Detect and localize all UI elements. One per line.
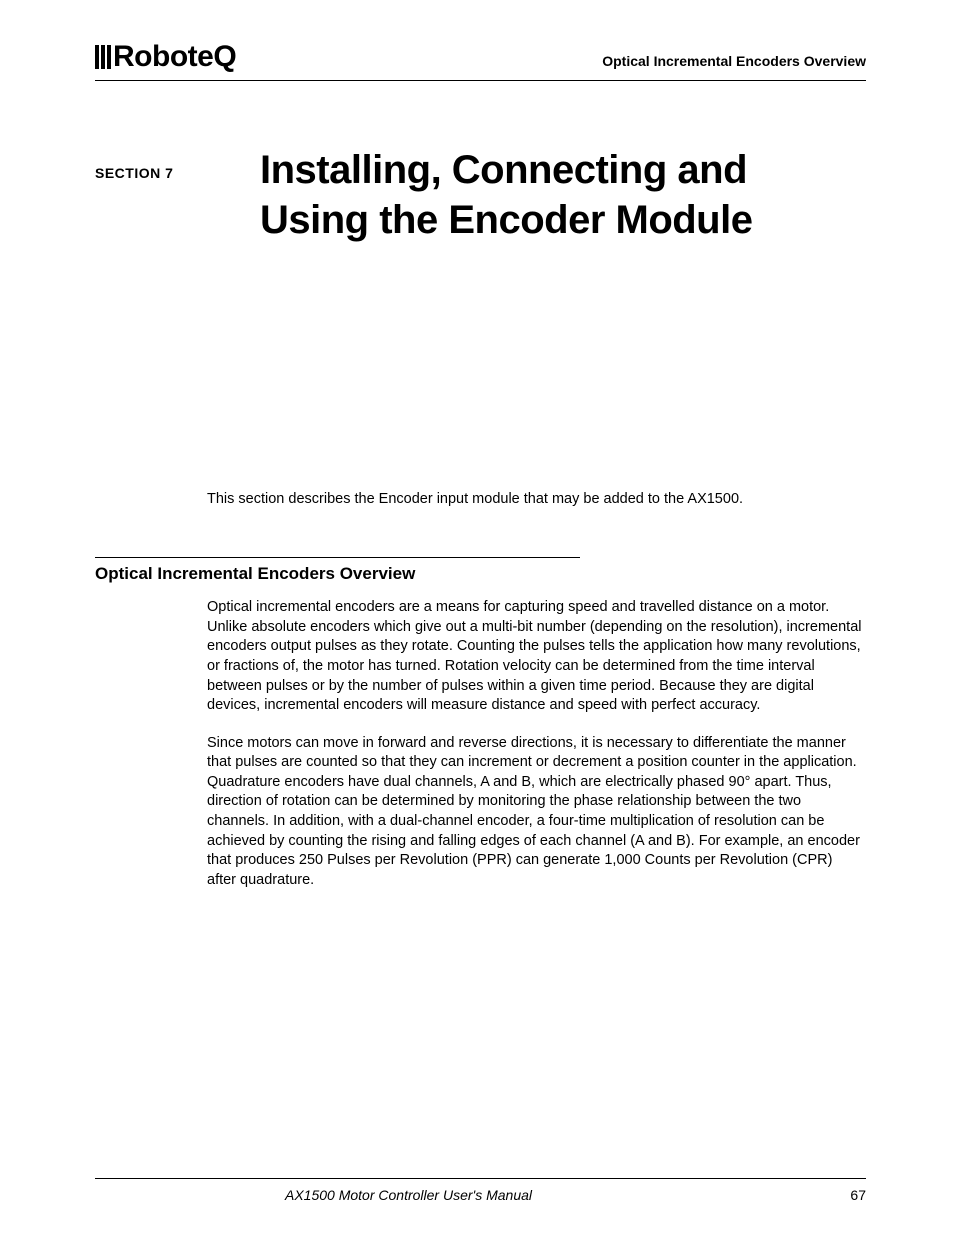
section-label: SECTION 7 bbox=[95, 145, 260, 181]
body-paragraph: Optical incremental encoders are a means… bbox=[207, 598, 862, 715]
section-title: Installing, Connecting and Using the Enc… bbox=[260, 145, 866, 246]
footer-page-number: 67 bbox=[850, 1187, 866, 1203]
body-paragraph: Since motors can move in forward and rev… bbox=[207, 734, 862, 891]
intro-paragraph: This section describes the Encoder input… bbox=[207, 490, 866, 510]
running-head: Optical Incremental Encoders Overview bbox=[602, 53, 866, 73]
subsection-rule bbox=[95, 557, 580, 558]
page-header: RoboteQ Optical Incremental Encoders Ove… bbox=[95, 40, 866, 81]
subsection-body: Optical incremental encoders are a means… bbox=[207, 598, 862, 890]
title-row: SECTION 7 Installing, Connecting and Usi… bbox=[95, 145, 866, 246]
page-footer: AX1500 Motor Controller User's Manual 67 bbox=[95, 1178, 866, 1203]
subsection: Optical Incremental Encoders Overview Op… bbox=[95, 557, 866, 890]
footer-manual-title: AX1500 Motor Controller User's Manual bbox=[285, 1187, 532, 1203]
brand-logo: RoboteQ bbox=[95, 40, 236, 74]
logo-text: RoboteQ bbox=[113, 40, 236, 74]
logo-bars-icon bbox=[95, 45, 111, 69]
document-page: RoboteQ Optical Incremental Encoders Ove… bbox=[0, 0, 954, 1235]
subsection-heading: Optical Incremental Encoders Overview bbox=[95, 564, 866, 584]
